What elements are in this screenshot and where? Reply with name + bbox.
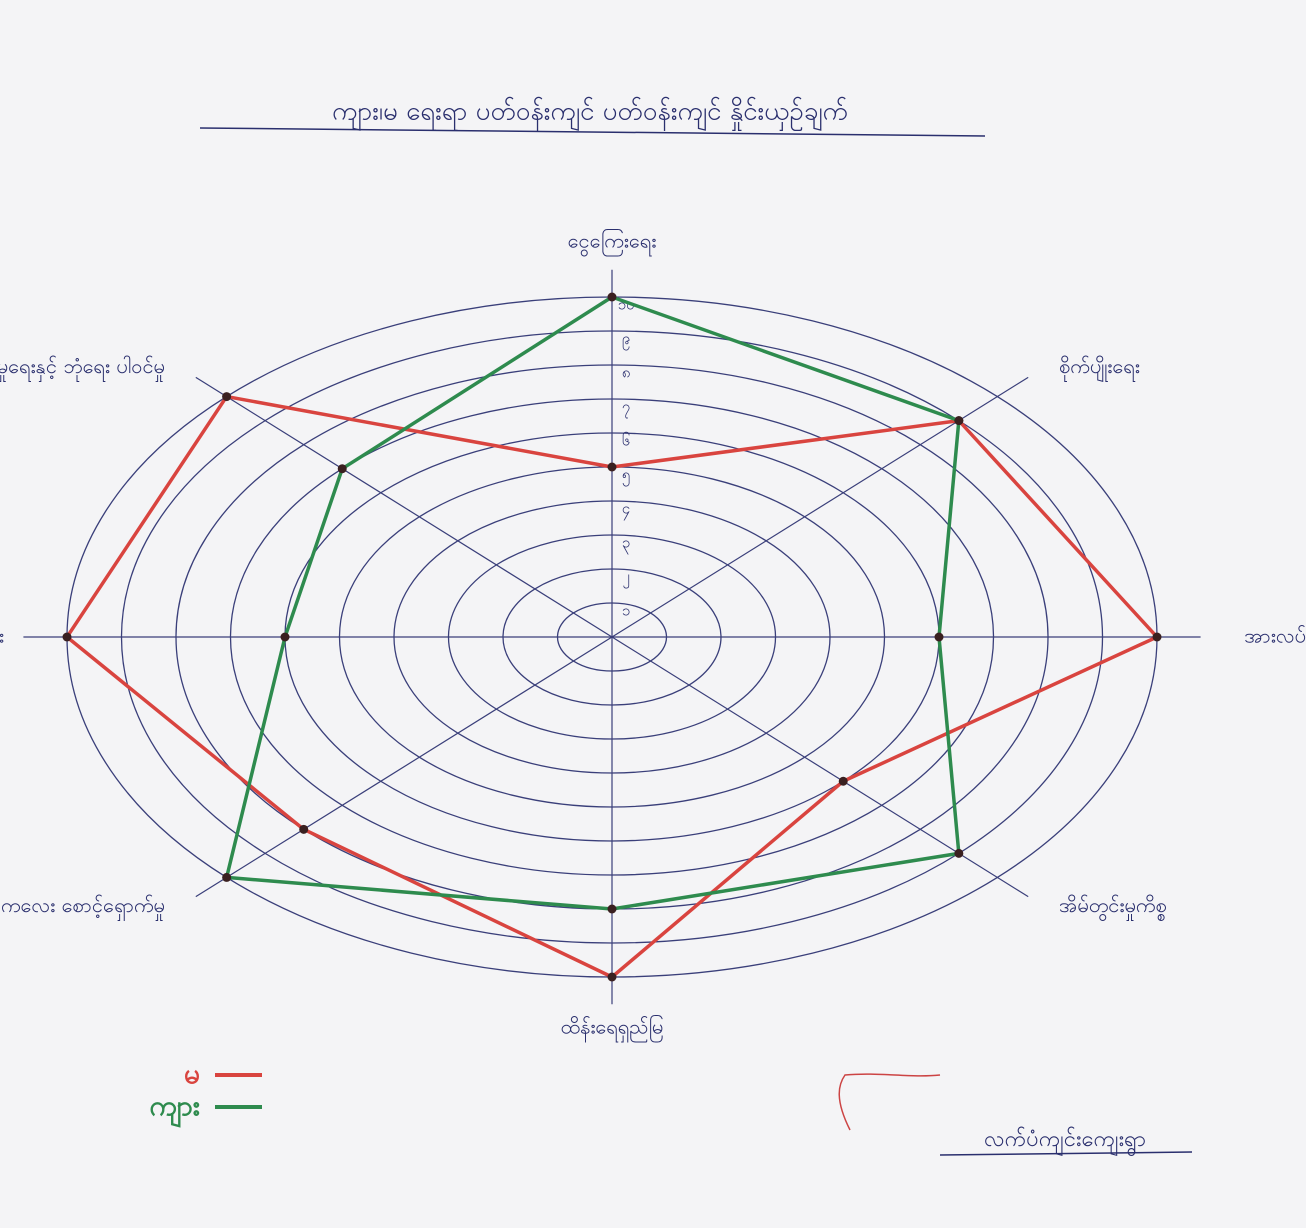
series-point bbox=[299, 824, 309, 834]
chart-title: ကျား၊မ ရေးရာ ပတ်ဝန်းကျင် ပတ်ဝန်းကျင် နှိ… bbox=[332, 96, 849, 132]
title-underline bbox=[199, 127, 986, 137]
axis-label: ထိန်းရေရှည်မြ bbox=[561, 1014, 664, 1042]
series-point bbox=[934, 632, 944, 642]
axis-line bbox=[195, 376, 613, 638]
r-tick-label: ၁ bbox=[622, 602, 630, 620]
axis-label: လူမှုရေးနှင့် ဘုံရေး ပါဝင်မှု bbox=[0, 354, 165, 382]
axis-label: ငွေကြေးရေး bbox=[568, 229, 657, 257]
series-point bbox=[222, 392, 232, 402]
r-tick-label: ၉ bbox=[622, 330, 630, 351]
series-point bbox=[62, 632, 72, 642]
axis-label: အားလပ်၊ဖျော်ဖြေရေး bbox=[1244, 624, 1306, 652]
legend-label: မ bbox=[184, 1057, 200, 1090]
r-tick-label: ၄ bbox=[622, 500, 630, 521]
axis-line bbox=[195, 636, 613, 898]
r-tick-label: ၂ bbox=[622, 568, 629, 589]
series-point bbox=[1152, 632, 1162, 642]
series-point bbox=[607, 462, 617, 472]
series-point bbox=[280, 632, 290, 642]
axis-label: ကလေး စောင့်ရှောက်မှု bbox=[1, 893, 165, 921]
series-point bbox=[607, 972, 617, 982]
r-tick-label: ၅ bbox=[622, 466, 630, 487]
axis-label: ပညာရေး bbox=[0, 624, 4, 652]
r-tick-label: ၇ bbox=[622, 398, 630, 419]
series-point bbox=[607, 292, 617, 302]
axis-label: အိမ်တွင်းမှုကိစ္စ bbox=[1059, 893, 1167, 921]
series-point bbox=[838, 776, 848, 786]
signature-mark bbox=[838, 1073, 941, 1131]
series-point bbox=[607, 904, 617, 914]
footer: လက်ပံကျင်းကျေးရွာ bbox=[984, 1126, 1146, 1157]
series-point bbox=[954, 416, 964, 426]
r-tick-label: ၈ bbox=[622, 364, 631, 382]
r-tick-label: ၆ bbox=[622, 432, 630, 450]
axis-label: စိုက်ပျိုးရေး bbox=[1059, 354, 1140, 382]
r-tick-label: ၃ bbox=[622, 534, 630, 555]
series-point bbox=[222, 872, 232, 882]
footer-underline bbox=[939, 1151, 1193, 1156]
series-point bbox=[954, 848, 964, 858]
series-point bbox=[337, 464, 347, 474]
